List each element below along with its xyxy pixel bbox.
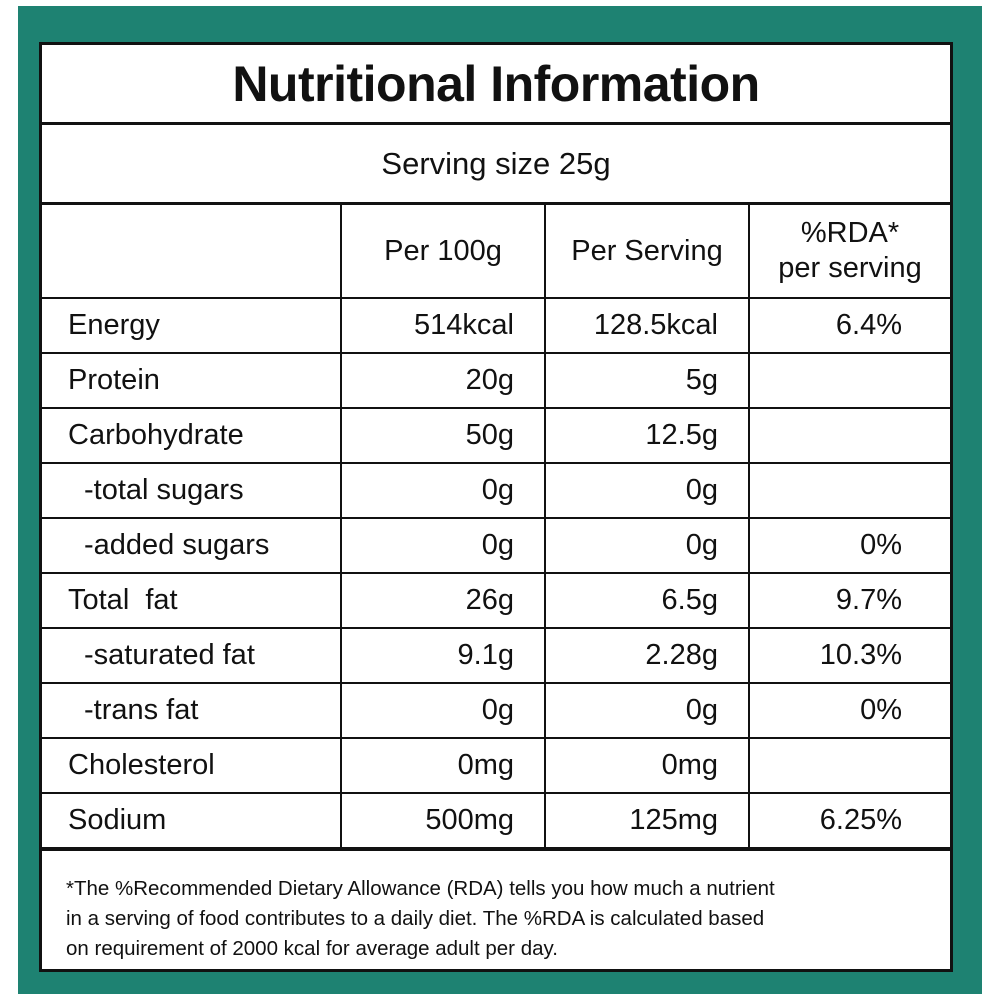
table-row: -saturated fat 9.1g 2.28g 10.3% [42, 627, 950, 684]
table-row: Sodium 500mg 125mg 6.25% [42, 792, 950, 849]
footnote-line: on requirement of 2000 kcal for average … [66, 937, 558, 960]
value-per-100g: 0g [340, 682, 546, 739]
value-per-100g: 20g [340, 352, 546, 409]
nutrient-name: Total fat [42, 572, 342, 629]
value-rda: 6.25% [748, 792, 950, 849]
table-row: Carbohydrate 50g 12.5g [42, 407, 950, 464]
value-per-serving: 2.28g [544, 627, 750, 684]
nutrient-name: Sodium [42, 792, 342, 849]
value-rda: 0% [748, 682, 950, 739]
nutrient-name: -added sugars [42, 517, 342, 574]
value-per-serving: 6.5g [544, 572, 750, 629]
value-rda: 0% [748, 517, 950, 574]
label-title: Nutritional Information [42, 45, 950, 125]
value-rda [748, 737, 950, 794]
nutrient-name: Protein [42, 352, 342, 409]
header-per-serving: Per Serving [544, 205, 750, 299]
value-per-serving: 12.5g [544, 407, 750, 464]
value-per-serving: 0g [544, 682, 750, 739]
value-per-serving: 125mg [544, 792, 750, 849]
footnote-line: in a serving of food contributes to a da… [66, 907, 765, 930]
value-rda [748, 407, 950, 464]
value-per-100g: 500mg [340, 792, 546, 849]
value-per-serving: 5g [544, 352, 750, 409]
table-row: Energy 514kcal 128.5kcal 6.4% [42, 297, 950, 354]
value-per-100g: 514kcal [340, 297, 546, 354]
value-per-serving: 0g [544, 517, 750, 574]
value-rda: 9.7% [748, 572, 950, 629]
header-rda-line2: per serving [778, 252, 922, 284]
nutrition-table: Per 100g Per Serving %RDA* per serving E… [42, 205, 950, 849]
nutrient-name: -trans fat [42, 682, 342, 739]
table-row: Total fat 26g 6.5g 9.7% [42, 572, 950, 629]
footnote-line: *The %Recommended Dietary Allowance (RDA… [66, 877, 775, 900]
table-row: Protein 20g 5g [42, 352, 950, 409]
header-per-100g: Per 100g [340, 205, 546, 299]
table-row: -trans fat 0g 0g 0% [42, 682, 950, 739]
table-header-row: Per 100g Per Serving %RDA* per serving [42, 205, 950, 299]
table-row: Cholesterol 0mg 0mg [42, 737, 950, 794]
nutrient-name: Cholesterol [42, 737, 342, 794]
nutrient-name: Energy [42, 297, 342, 354]
value-per-100g: 0mg [340, 737, 546, 794]
value-per-100g: 50g [340, 407, 546, 464]
header-rda-line1: %RDA* [800, 217, 900, 250]
table-row: -added sugars 0g 0g 0% [42, 517, 950, 574]
value-per-100g: 26g [340, 572, 546, 629]
value-per-serving: 128.5kcal [544, 297, 750, 354]
rda-footnote: *The %Recommended Dietary Allowance (RDA… [42, 849, 950, 964]
table-row: -total sugars 0g 0g [42, 462, 950, 519]
value-rda [748, 352, 950, 409]
nutrient-name: -total sugars [42, 462, 342, 519]
value-per-serving: 0g [544, 462, 750, 519]
value-per-100g: 9.1g [340, 627, 546, 684]
nutrient-name: Carbohydrate [42, 407, 342, 464]
header-nutrient [42, 205, 342, 299]
value-per-100g: 0g [340, 517, 546, 574]
serving-size: Serving size 25g [42, 125, 950, 205]
nutrient-name: -saturated fat [42, 627, 342, 684]
value-rda: 6.4% [748, 297, 950, 354]
value-per-serving: 0mg [544, 737, 750, 794]
value-rda [748, 462, 950, 519]
value-per-100g: 0g [340, 462, 546, 519]
header-rda: %RDA* per serving [748, 205, 950, 299]
value-rda: 10.3% [748, 627, 950, 684]
nutrition-label: Nutritional Information Serving size 25g… [39, 42, 953, 972]
